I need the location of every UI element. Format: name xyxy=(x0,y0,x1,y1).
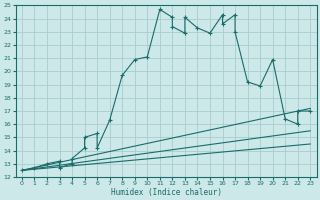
X-axis label: Humidex (Indice chaleur): Humidex (Indice chaleur) xyxy=(111,188,221,197)
